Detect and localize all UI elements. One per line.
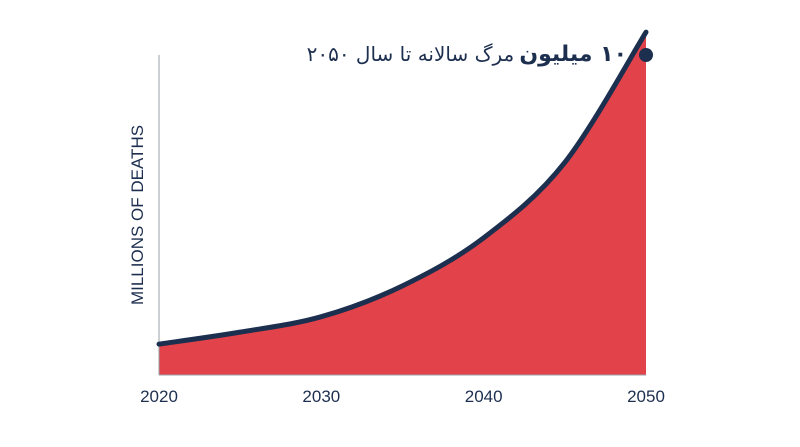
end-point-marker bbox=[639, 48, 653, 62]
annotation-bold: ۱۰ میلیون bbox=[519, 42, 627, 67]
series-line bbox=[156, 29, 649, 347]
x-tick-label: 2020 bbox=[140, 387, 178, 406]
y-axis-label: MILLIONS OF DEATHS bbox=[128, 125, 147, 305]
x-tick-label: 2050 bbox=[627, 387, 665, 406]
annotation-label: ۱۰ میلیون مرگ سالانه تا سال ۲۰۵۰ bbox=[307, 42, 627, 67]
annotation-text: مرگ سالانه تا سال ۲۰۵۰ bbox=[307, 42, 515, 66]
x-tick-label: 2030 bbox=[302, 387, 340, 406]
x-tick-labels: 2020 2030 2040 2050 bbox=[140, 387, 665, 406]
area-fill bbox=[159, 32, 646, 376]
x-tick-label: 2040 bbox=[465, 387, 503, 406]
